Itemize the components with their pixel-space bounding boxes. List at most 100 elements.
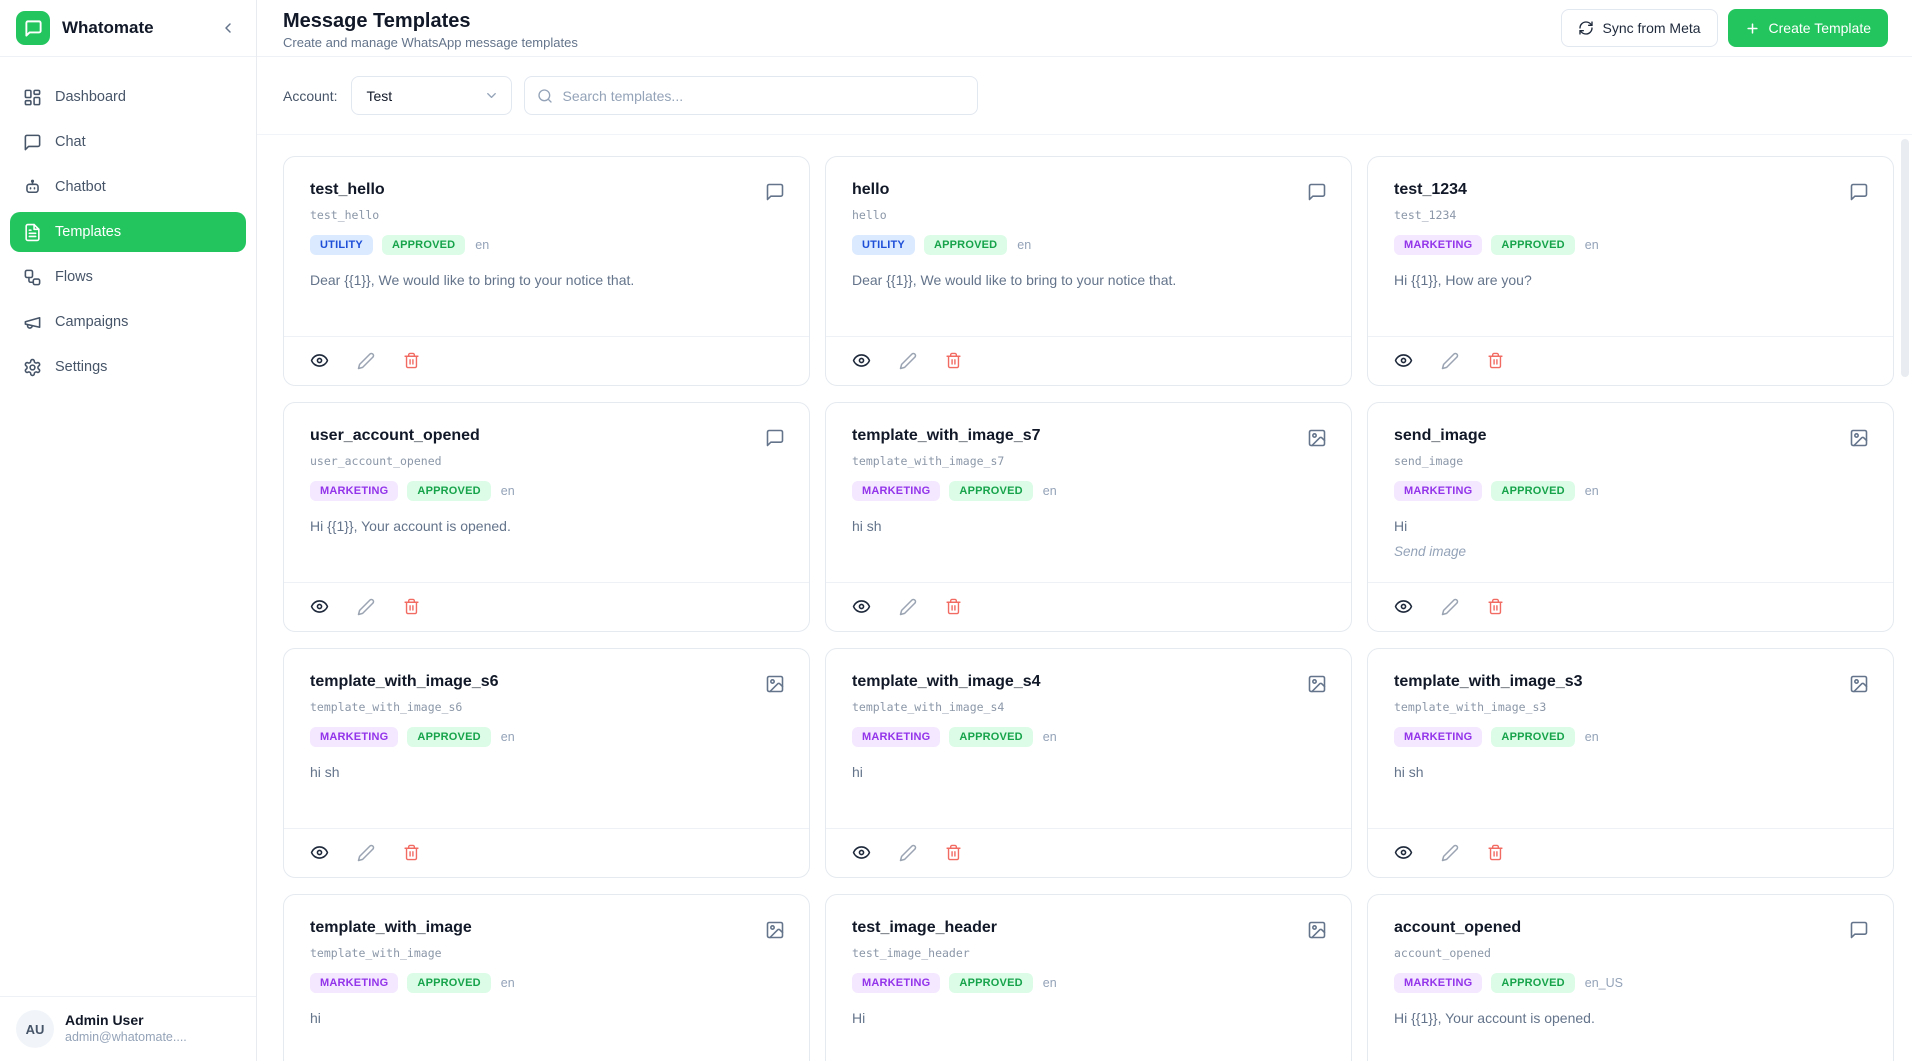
edit-button[interactable]: [899, 352, 917, 370]
trash-icon: [1488, 844, 1503, 861]
sidebar-item-label: Templates: [55, 224, 122, 240]
user-profile[interactable]: AU Admin User admin@whatomate....: [0, 996, 256, 1061]
page-title: Message Templates: [283, 10, 471, 32]
sidebar-item-settings[interactable]: Settings: [10, 347, 246, 387]
image-icon: [766, 675, 784, 693]
trash-icon: [1488, 352, 1503, 369]
template-id: template_with_image_s4: [852, 700, 1005, 714]
search-input[interactable]: [562, 87, 966, 104]
image-icon: [766, 921, 784, 939]
edit-button[interactable]: [899, 598, 917, 616]
delete-button[interactable]: [945, 352, 962, 369]
chevron-left-icon: [225, 23, 231, 33]
campaigns-icon: [24, 316, 41, 329]
delete-button[interactable]: [1487, 844, 1504, 861]
sidebar-item-flows[interactable]: Flows: [10, 257, 246, 297]
template-name: template_with_image_s7: [852, 427, 1041, 444]
delete-button[interactable]: [1487, 598, 1504, 615]
preview-button[interactable]: [310, 597, 329, 616]
preview-button[interactable]: [1394, 843, 1413, 862]
category-badge: MARKETING: [852, 481, 941, 501]
pencil-icon: [899, 598, 917, 615]
sidebar: Whatomate Dashboard Chat Chatbot Templat…: [0, 0, 257, 1061]
edit-button[interactable]: [357, 598, 375, 616]
trash-icon: [1488, 598, 1503, 615]
delete-button[interactable]: [403, 352, 420, 369]
template-id: hello: [852, 208, 887, 222]
template-id: test_hello: [310, 208, 380, 222]
page-header: Message Templates Create and manage What…: [257, 0, 1912, 57]
template-footer-note: Send image: [1394, 544, 1467, 560]
edit-button[interactable]: [1441, 598, 1459, 616]
edit-button[interactable]: [1441, 844, 1459, 862]
sidebar-item-dashboard[interactable]: Dashboard: [10, 77, 246, 117]
scrollbar-thumb[interactable]: [1901, 139, 1909, 377]
page-subtitle: Create and manage WhatsApp message templ…: [283, 35, 578, 50]
edit-button[interactable]: [357, 352, 375, 370]
image-icon: [1850, 675, 1868, 693]
preview-button[interactable]: [310, 843, 329, 862]
preview-button[interactable]: [852, 843, 871, 862]
sidebar-item-chat[interactable]: Chat: [10, 122, 246, 162]
template-body-text: Dear {{1}}, We would like to bring to yo…: [310, 272, 635, 288]
pencil-icon: [357, 352, 375, 369]
edit-button[interactable]: [1441, 352, 1459, 370]
delete-button[interactable]: [403, 598, 420, 615]
sidebar-item-label: Dashboard: [55, 89, 126, 105]
templates-grid: test_hello test_hello UTILITY APPROVED e…: [283, 156, 1894, 1061]
preview-button[interactable]: [310, 351, 329, 370]
sidebar-item-label: Flows: [55, 269, 93, 285]
template-body-text: Hi {{1}}, Your account is opened.: [1394, 1010, 1595, 1026]
delete-button[interactable]: [945, 598, 962, 615]
brand-name: Whatomate: [62, 18, 154, 37]
template-name: template_with_image_s4: [852, 673, 1041, 690]
templates-icon: [25, 223, 40, 241]
language-label: en: [1042, 484, 1057, 498]
search-icon: [538, 88, 553, 103]
preview-button[interactable]: [852, 597, 871, 616]
edit-button[interactable]: [899, 844, 917, 862]
template-card: test_hello test_hello UTILITY APPROVED e…: [283, 156, 810, 386]
status-badge: APPROVED: [407, 727, 491, 747]
template-card: template_with_image_s4 template_with_ima…: [825, 648, 1352, 878]
sidebar-item-campaigns[interactable]: Campaigns: [10, 302, 246, 342]
template-name: user_account_opened: [310, 427, 480, 444]
trash-icon: [946, 844, 961, 861]
category-badge: MARKETING: [310, 727, 399, 747]
delete-button[interactable]: [945, 844, 962, 861]
sidebar-item-templates[interactable]: Templates: [10, 212, 246, 252]
eye-icon: [310, 600, 329, 613]
eye-icon: [310, 354, 329, 367]
template-body-text: Hi: [852, 1010, 866, 1026]
filters-toolbar: Account: Test: [257, 57, 1912, 135]
image-icon: [1308, 921, 1326, 939]
flows-icon: [24, 269, 41, 285]
edit-button[interactable]: [357, 844, 375, 862]
delete-button[interactable]: [1487, 352, 1504, 369]
sidebar-item-chatbot[interactable]: Chatbot: [10, 167, 246, 207]
template-name: template_with_image: [310, 919, 472, 936]
preview-button[interactable]: [1394, 597, 1413, 616]
create-template-button[interactable]: Create Template: [1727, 9, 1888, 47]
language-label: en: [1042, 976, 1057, 990]
message-bubble-icon: [1308, 183, 1326, 201]
dashboard-icon: [24, 89, 41, 105]
delete-button[interactable]: [403, 844, 420, 861]
language-label: en: [1584, 730, 1599, 744]
sync-from-meta-button[interactable]: Sync from Meta: [1560, 9, 1718, 47]
pencil-icon: [1441, 844, 1459, 861]
preview-button[interactable]: [1394, 351, 1413, 370]
plus-icon: [1746, 22, 1758, 34]
template-id: account_opened: [1394, 946, 1491, 960]
template-card: send_image send_image MARKETING APPROVED…: [1367, 402, 1894, 632]
status-badge: APPROVED: [923, 235, 1008, 255]
preview-button[interactable]: [852, 351, 871, 370]
account-select[interactable]: Test: [351, 76, 513, 115]
chat-bubble-icon: [24, 134, 41, 150]
template-body-text: Hi {{1}}, How are you?: [1394, 272, 1532, 288]
language-label: en: [1017, 238, 1032, 252]
template-name: send_image: [1394, 427, 1487, 444]
sidebar-collapse-button[interactable]: [216, 16, 240, 40]
pencil-icon: [899, 352, 917, 369]
